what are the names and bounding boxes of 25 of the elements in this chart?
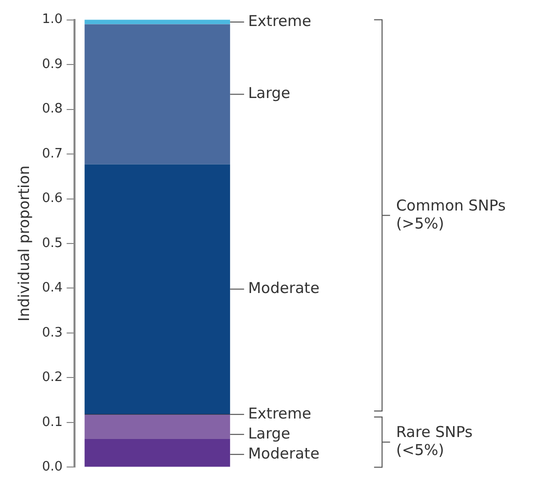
series-label: Moderate bbox=[248, 444, 320, 462]
text: Common SNPs (>5%) bbox=[396, 196, 506, 232]
y-tick-label: 1.0 bbox=[42, 12, 63, 28]
series-label: Large bbox=[248, 424, 290, 442]
series-label: Moderate bbox=[248, 279, 320, 298]
text: Rare SNPs (<5%) bbox=[396, 422, 473, 459]
y-tick-label: 0.3 bbox=[42, 325, 63, 340]
y-tick-label: 0.7 bbox=[42, 146, 63, 162]
y-tick-label: 0.8 bbox=[42, 102, 63, 117]
bar bbox=[84, 439, 230, 467]
bar bbox=[84, 414, 230, 440]
bar bbox=[84, 164, 230, 414]
y-tick-label: 0.9 bbox=[42, 56, 63, 72]
y-tick-label: 0.4 bbox=[42, 280, 63, 296]
y-tick-label: 0.2 bbox=[42, 370, 63, 386]
y-tick-label: 0.5 bbox=[42, 236, 63, 251]
bar bbox=[84, 20, 230, 24]
series-label: Extreme bbox=[248, 12, 312, 30]
bar bbox=[84, 24, 230, 164]
series-label: Extreme bbox=[248, 404, 312, 422]
series-label: Large bbox=[248, 84, 290, 102]
y-tick-label: 0.1 bbox=[42, 414, 63, 430]
y-tick-label: 0.6 bbox=[42, 191, 63, 206]
y-tick-label: 0.0 bbox=[42, 460, 63, 475]
y-axis-title: Individual proportion bbox=[14, 166, 33, 322]
